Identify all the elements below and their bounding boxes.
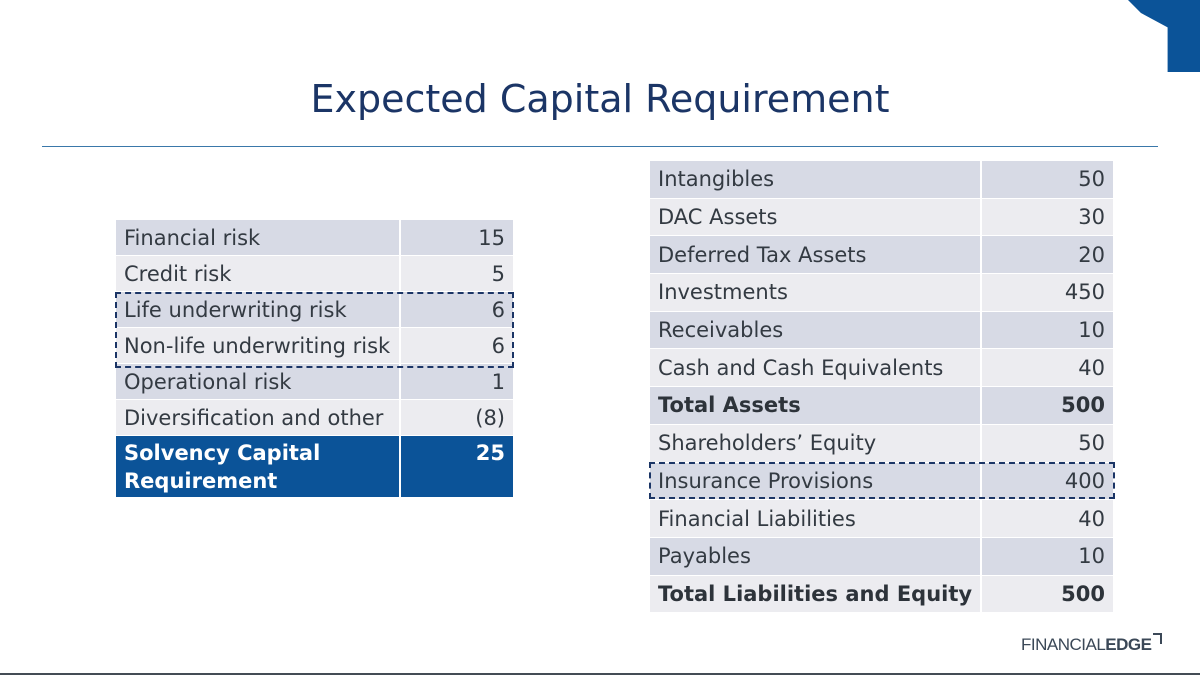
row-label: Total Assets bbox=[650, 387, 983, 425]
logo-text-edge: EDGE bbox=[1105, 635, 1152, 654]
total-value: 25 bbox=[401, 436, 513, 498]
row-label: Payables bbox=[650, 537, 983, 576]
row-label: Non-life underwriting risk bbox=[116, 328, 401, 364]
table-row: Financial risk 15 bbox=[116, 220, 513, 256]
row-value: 15 bbox=[401, 220, 513, 256]
total-label: Solvency Capital Requirement bbox=[116, 436, 401, 498]
row-label: Diversification and other bbox=[116, 400, 401, 436]
table-row: Operational risk 1 bbox=[116, 364, 513, 400]
row-label: Insurance Provisions bbox=[650, 462, 983, 501]
table-row: Diversification and other (8) bbox=[116, 400, 513, 436]
title-divider bbox=[42, 146, 1158, 147]
row-value: 6 bbox=[401, 328, 513, 364]
logo-text-financial: FINANCIAL bbox=[1021, 635, 1106, 654]
table-row: Non-life underwriting risk 6 bbox=[116, 328, 513, 364]
row-value: 40 bbox=[982, 349, 1113, 388]
row-value: 30 bbox=[982, 198, 1113, 237]
row-label: Shareholders’ Equity bbox=[650, 424, 983, 463]
total-liabilities-row: Total Liabilities and Equity 500 bbox=[650, 575, 1113, 614]
row-label: Financial risk bbox=[116, 220, 401, 256]
row-label: Receivables bbox=[650, 311, 983, 350]
row-value: 50 bbox=[982, 161, 1113, 199]
row-value: 10 bbox=[982, 311, 1113, 350]
row-label: DAC Assets bbox=[650, 198, 983, 237]
row-label: Cash and Cash Equivalents bbox=[650, 349, 983, 388]
table-row: Insurance Provisions 400 bbox=[650, 462, 1113, 501]
table-row: Deferred Tax Assets 20 bbox=[650, 236, 1113, 275]
row-label: Intangibles bbox=[650, 161, 983, 199]
table-row: Receivables 10 bbox=[650, 311, 1113, 350]
table-row: Life underwriting risk 6 bbox=[116, 292, 513, 328]
table-row: Cash and Cash Equivalents 40 bbox=[650, 349, 1113, 388]
row-label: Financial Liabilities bbox=[650, 500, 983, 538]
row-label: Credit risk bbox=[116, 256, 401, 292]
table-row: Investments 450 bbox=[650, 274, 1113, 312]
row-value: (8) bbox=[401, 400, 513, 436]
table-row: DAC Assets 30 bbox=[650, 198, 1113, 237]
total-row: Solvency Capital Requirement 25 bbox=[116, 436, 513, 498]
page-title: Expected Capital Requirement bbox=[310, 77, 890, 122]
row-value: 6 bbox=[401, 292, 513, 328]
row-value: 10 bbox=[982, 537, 1113, 576]
row-label: Operational risk bbox=[116, 364, 401, 400]
row-label: Total Liabilities and Equity bbox=[650, 575, 983, 614]
row-label: Deferred Tax Assets bbox=[650, 236, 983, 275]
corner-accent bbox=[1128, 0, 1200, 72]
row-value: 1 bbox=[401, 364, 513, 400]
row-value: 40 bbox=[982, 500, 1113, 538]
total-assets-row: Total Assets 500 bbox=[650, 387, 1113, 425]
table-row: Payables 10 bbox=[650, 537, 1113, 576]
row-label: Investments bbox=[650, 274, 983, 312]
row-value: 500 bbox=[982, 575, 1113, 614]
row-value: 450 bbox=[982, 274, 1113, 312]
risk-table: Financial risk 15 Credit risk 5 Life und… bbox=[116, 220, 513, 498]
row-value: 20 bbox=[982, 236, 1113, 275]
row-label: Life underwriting risk bbox=[116, 292, 401, 328]
bottom-border bbox=[0, 673, 1200, 675]
balance-sheet-table: Intangibles 50 DAC Assets 30 Deferred Ta… bbox=[650, 161, 1113, 614]
row-value: 50 bbox=[982, 424, 1113, 463]
logo-mark-icon bbox=[1153, 633, 1163, 644]
row-value: 400 bbox=[982, 462, 1113, 501]
table-row: Financial Liabilities 40 bbox=[650, 500, 1113, 538]
table-row: Shareholders’ Equity 50 bbox=[650, 424, 1113, 463]
table-row: Intangibles 50 bbox=[650, 161, 1113, 199]
table-row: Credit risk 5 bbox=[116, 256, 513, 292]
row-value: 500 bbox=[982, 387, 1113, 425]
financial-edge-logo: FINANCIALEDGE bbox=[1021, 633, 1163, 655]
row-value: 5 bbox=[401, 256, 513, 292]
